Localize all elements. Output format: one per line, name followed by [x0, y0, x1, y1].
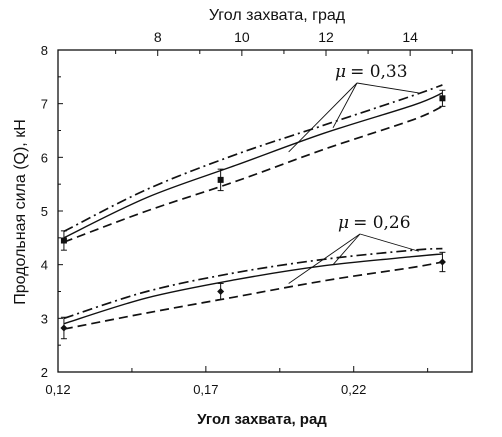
y-axis-ticks: 2 3 4 5 6 7 8 — [41, 43, 63, 380]
top-axis-ticks: 8 10 12 14 — [115, 29, 453, 56]
y-tick-label: 6 — [41, 150, 48, 165]
series-layer — [63, 84, 443, 330]
marker-layer — [60, 89, 446, 340]
pointer-line — [288, 233, 361, 284]
series-line-dashdot — [63, 247, 443, 320]
x-axis-title: Угол захвата, рад — [197, 411, 327, 428]
series-line-dashdot — [63, 84, 443, 233]
data-point — [217, 288, 225, 295]
pointer-line — [356, 82, 419, 94]
y-tick-label: 2 — [41, 365, 48, 380]
mu-symbol: μ — [338, 213, 349, 233]
top-tick-label: 10 — [234, 29, 250, 45]
series-line-dashed — [63, 105, 443, 243]
mu-value: = 0,33 — [350, 62, 408, 82]
y-tick-label: 5 — [41, 204, 48, 219]
top-tick-label: 14 — [402, 29, 418, 45]
series-line-solid — [63, 92, 443, 239]
mu-symbol: μ — [335, 62, 346, 82]
y-tick-label: 4 — [41, 258, 48, 273]
x-tick-label: 0,17 — [193, 382, 218, 397]
series-line-solid — [63, 253, 443, 325]
mu-value: = 0,26 — [353, 213, 411, 233]
data-point — [60, 237, 67, 244]
y-tick-label: 8 — [41, 43, 48, 58]
pointer-line — [359, 233, 419, 252]
x-tick-label: 0,22 — [341, 382, 366, 397]
top-tick-label: 8 — [154, 29, 162, 45]
top-tick-label: 12 — [318, 29, 334, 45]
y-axis-title: Продольная сила (Q), кН — [12, 119, 29, 305]
data-point — [217, 176, 224, 183]
y-tick-label: 7 — [41, 97, 48, 112]
y-tick-label: 3 — [41, 311, 48, 326]
series-group-label: μ = 0,33 — [335, 62, 408, 82]
series-line-dashed — [63, 261, 443, 330]
x-axis-ticks: 0,12 0,17 0,22 — [45, 366, 429, 397]
pointer-line — [332, 233, 361, 265]
data-point — [438, 258, 446, 266]
data-point — [439, 95, 446, 102]
top-axis-title: Угол захвата, град — [209, 7, 346, 24]
x-tick-label: 0,12 — [45, 382, 70, 397]
data-point — [60, 324, 68, 332]
label-layer: μ = 0,33μ = 0,26 — [288, 62, 419, 284]
series-group-label: μ = 0,26 — [338, 213, 411, 233]
pointer-line — [332, 82, 358, 129]
pointer-line — [288, 82, 358, 153]
